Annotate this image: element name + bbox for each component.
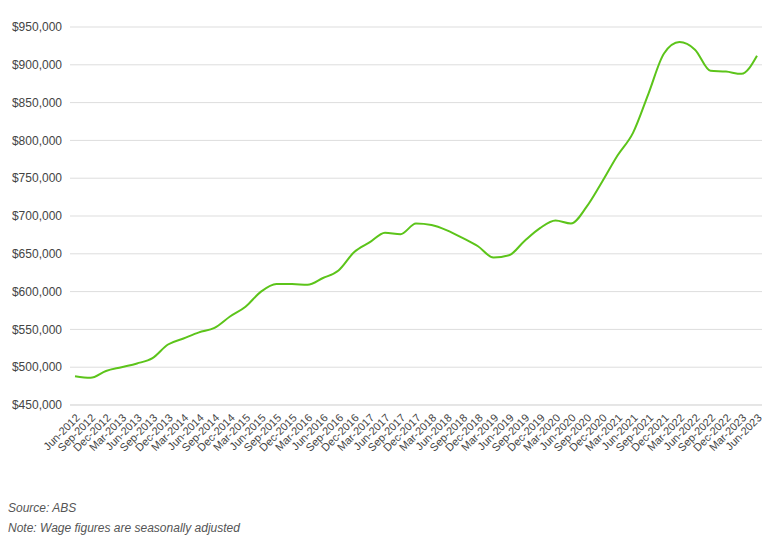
svg-text:Sep-2020: Sep-2020 xyxy=(551,411,594,454)
svg-text:$450,000: $450,000 xyxy=(12,398,62,412)
svg-text:Dec-2022: Dec-2022 xyxy=(690,411,733,454)
svg-text:Dec-2012: Dec-2012 xyxy=(70,411,113,454)
svg-text:$500,000: $500,000 xyxy=(12,360,62,374)
svg-text:Mar-2019: Mar-2019 xyxy=(458,411,501,454)
svg-text:Mar-2020: Mar-2020 xyxy=(520,411,563,454)
svg-text:Jun-2016: Jun-2016 xyxy=(289,411,330,453)
svg-text:Dec-2017: Dec-2017 xyxy=(380,411,423,454)
svg-text:Jun-2020: Jun-2020 xyxy=(537,411,578,453)
svg-text:Dec-2013: Dec-2013 xyxy=(132,411,175,454)
svg-text:Mar-2014: Mar-2014 xyxy=(148,411,191,454)
svg-text:Mar-2016: Mar-2016 xyxy=(272,411,315,454)
svg-text:Sep-2013: Sep-2013 xyxy=(117,411,160,454)
svg-text:Mar-2013: Mar-2013 xyxy=(86,411,129,454)
svg-text:Jun-2019: Jun-2019 xyxy=(475,411,516,453)
svg-text:Sep-2016: Sep-2016 xyxy=(303,411,346,454)
svg-text:Sep-2022: Sep-2022 xyxy=(675,411,718,454)
svg-text:$650,000: $650,000 xyxy=(12,247,62,261)
svg-text:Mar-2022: Mar-2022 xyxy=(644,411,687,454)
svg-text:$700,000: $700,000 xyxy=(12,209,62,223)
svg-text:Sep-2017: Sep-2017 xyxy=(365,411,408,454)
svg-text:Jun-2018: Jun-2018 xyxy=(413,411,454,453)
svg-text:Dec-2018: Dec-2018 xyxy=(442,411,485,454)
svg-text:Jun-2013: Jun-2013 xyxy=(103,411,144,453)
svg-text:Sep-2015: Sep-2015 xyxy=(241,411,284,454)
svg-text:Dec-2021: Dec-2021 xyxy=(628,411,671,454)
svg-text:Dec-2015: Dec-2015 xyxy=(256,411,299,454)
svg-text:Sep-2019: Sep-2019 xyxy=(489,411,532,454)
html-text:Source: ABS: Source: ABS xyxy=(8,501,77,515)
svg-text:Dec-2019: Dec-2019 xyxy=(504,411,547,454)
svg-text:Sep-2018: Sep-2018 xyxy=(427,411,470,454)
svg-text:Jun-2012: Jun-2012 xyxy=(41,411,82,453)
svg-text:Sep-2014: Sep-2014 xyxy=(179,411,222,454)
svg-text:Dec-2020: Dec-2020 xyxy=(566,411,609,454)
svg-text:$900,000: $900,000 xyxy=(12,58,62,72)
svg-text:$750,000: $750,000 xyxy=(12,171,62,185)
svg-text:$850,000: $850,000 xyxy=(12,96,62,110)
svg-text:Sep-2021: Sep-2021 xyxy=(613,411,656,454)
svg-text:$550,000: $550,000 xyxy=(12,323,62,337)
svg-text:Jun-2017: Jun-2017 xyxy=(351,411,392,453)
svg-text:$950,000: $950,000 xyxy=(12,20,62,34)
svg-text:$600,000: $600,000 xyxy=(12,285,62,299)
svg-text:Mar-2017: Mar-2017 xyxy=(334,411,377,454)
html-text:Note: Wage figures are seasona: Note: Wage figures are seasonally adjust… xyxy=(8,521,240,535)
svg-text:Dec-2016: Dec-2016 xyxy=(318,411,361,454)
svg-text:Mar-2018: Mar-2018 xyxy=(396,411,439,454)
svg-text:Jun-2023: Jun-2023 xyxy=(723,411,764,452)
svg-text:Jun-2021: Jun-2021 xyxy=(599,411,640,453)
svg-text:Jun-2022: Jun-2022 xyxy=(661,411,702,453)
svg-text:Jun-2014: Jun-2014 xyxy=(165,411,206,453)
svg-text:Mar-2023: Mar-2023 xyxy=(706,411,749,454)
svg-text:$800,000: $800,000 xyxy=(12,134,62,148)
svg-text:Sep-2012: Sep-2012 xyxy=(55,411,98,454)
svg-text:Jun-2015: Jun-2015 xyxy=(227,411,268,453)
svg-text:Mar-2021: Mar-2021 xyxy=(582,411,625,454)
svg-text:Mar-2015: Mar-2015 xyxy=(210,411,253,454)
svg-text:Dec-2014: Dec-2014 xyxy=(194,411,237,454)
